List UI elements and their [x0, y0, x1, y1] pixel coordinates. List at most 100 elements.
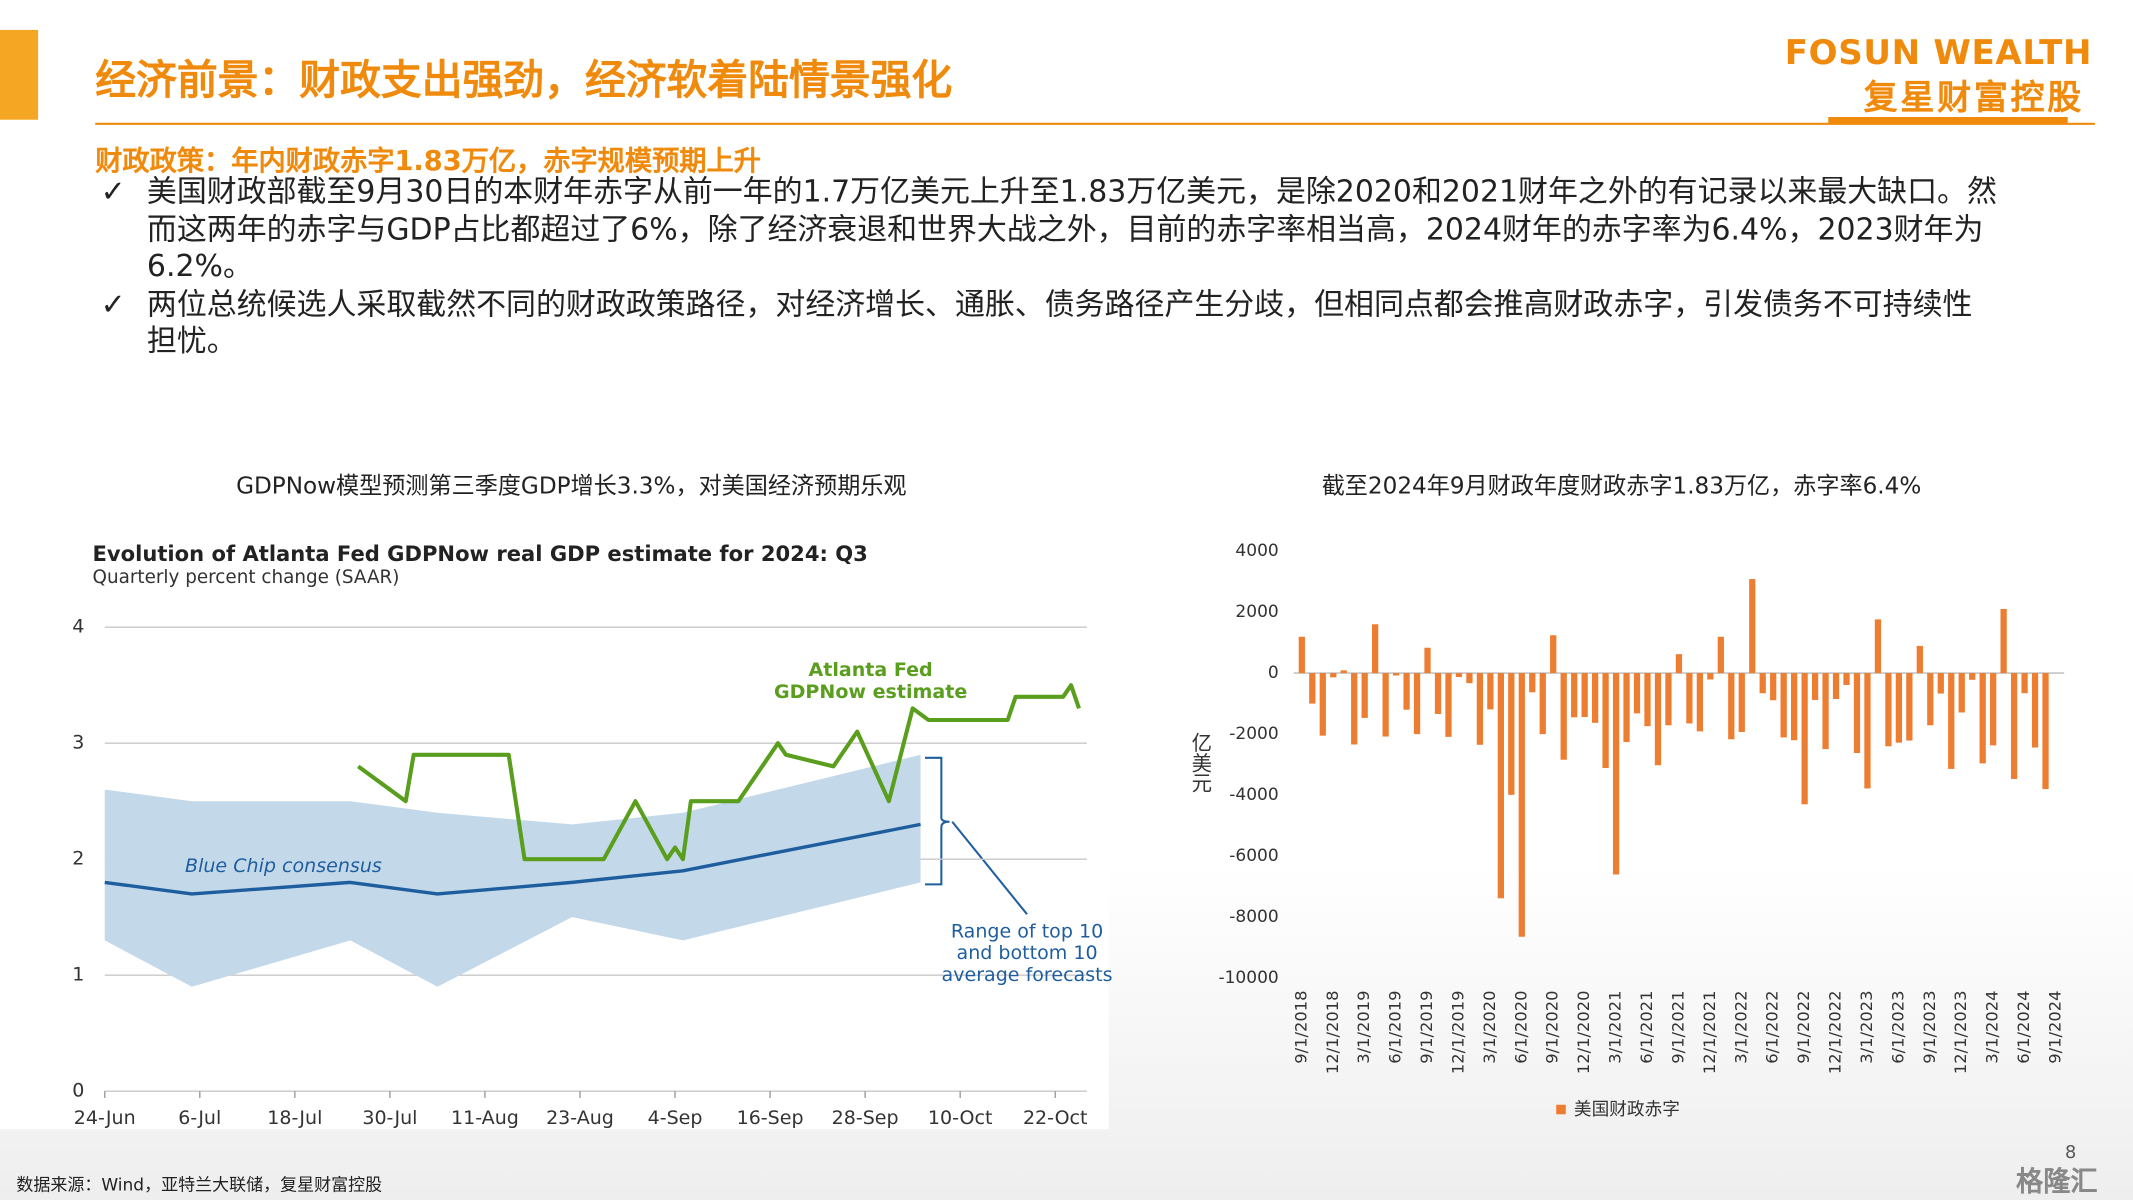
x-tick-label: 3/1/2024	[1983, 990, 2002, 1063]
logo-underline	[1828, 117, 2068, 124]
bar	[1969, 673, 1976, 680]
x-tick-label: 3/1/2020	[1480, 990, 1499, 1063]
bar	[1780, 673, 1787, 738]
bar	[1832, 673, 1840, 700]
bar	[1476, 673, 1484, 745]
bar	[1539, 673, 1546, 735]
bar	[1937, 673, 1944, 694]
bar	[1958, 673, 1965, 713]
bar	[1518, 673, 1525, 937]
bar	[1717, 636, 1724, 674]
bar	[1843, 673, 1850, 685]
bar	[1330, 673, 1337, 678]
y-tick-label: 4000	[1235, 541, 1278, 561]
bar	[1351, 673, 1358, 745]
bar	[1560, 673, 1567, 760]
x-tick-label: 9/1/2019	[1417, 990, 1436, 1063]
bar	[1403, 673, 1410, 710]
x-tick-label: 12/1/2022	[1826, 990, 1845, 1074]
y-tick-label: -6000	[1229, 846, 1278, 866]
range-band	[104, 754, 921, 987]
bar	[1340, 670, 1347, 674]
bar	[1948, 673, 1955, 769]
x-tick-label: 12/1/2021	[1700, 990, 1719, 1074]
bar	[1372, 624, 1379, 674]
x-tick-label: 3/1/2023	[1857, 990, 1876, 1063]
x-tick-label: 28-Sep	[832, 1107, 899, 1129]
y-tick-label: 4	[72, 616, 84, 638]
x-tick-label: 24-Jun	[74, 1107, 136, 1129]
x-tick-label: 9/1/2023	[1920, 990, 1939, 1063]
bar	[1612, 673, 1620, 875]
series-label: Atlanta Fed GDPNow estimate	[773, 659, 968, 704]
y-tick-label: 2000	[1235, 602, 1278, 622]
y-tick-label: 3	[72, 732, 84, 754]
x-tick-label: 9/1/2020	[1543, 990, 1562, 1063]
bar	[1822, 673, 1829, 750]
bar	[1728, 673, 1735, 740]
x-tick-label: 9/1/2022	[1794, 990, 1813, 1063]
y-tick-label: 2	[72, 848, 84, 870]
bar	[1309, 673, 1316, 704]
bar	[2010, 673, 2018, 779]
section-heading: 财政政策：年内财政赤字1.83万亿，赤字规模预期上升	[95, 144, 761, 177]
x-tick-label: 12/1/2018	[1323, 990, 1342, 1074]
source-note: 数据来源：Wind，亚特兰大联储，复星财富控股	[16, 1174, 383, 1195]
x-tick-label: 12/1/2020	[1574, 990, 1593, 1074]
x-tick-label: 4-Sep	[648, 1107, 703, 1129]
x-tick-label: 3/1/2019	[1354, 990, 1373, 1063]
bar	[2021, 673, 2028, 694]
bar	[1497, 673, 1504, 899]
bar	[1623, 673, 1630, 743]
bar	[1508, 673, 1515, 795]
x-tick-label: 9/1/2021	[1668, 990, 1687, 1063]
bar	[1434, 673, 1442, 714]
accent-bar	[0, 29, 39, 120]
bar	[1738, 673, 1745, 732]
bar	[1445, 673, 1452, 737]
x-tick-label: 11-Aug	[451, 1107, 519, 1129]
bar	[1811, 673, 1819, 700]
band-label: Range of top 10 and bottom 10 average fo…	[941, 921, 1113, 987]
bar	[1487, 673, 1494, 710]
x-tick-label: 6/1/2021	[1637, 990, 1656, 1063]
bullet: 美国财政部截至9月30日的本财年赤字从前一年的1.7万亿美元上升至1.83万亿美…	[95, 174, 1999, 286]
logo-cn: 复星财富控股	[1863, 77, 2085, 118]
x-tick-label: 12/1/2023	[1951, 990, 1970, 1074]
x-tick-label: 9/1/2024	[2046, 990, 2065, 1063]
bar	[1361, 673, 1368, 718]
series-line	[104, 822, 921, 896]
x-tick-label: 6/1/2023	[1888, 990, 1907, 1063]
range-bracket	[925, 756, 950, 886]
bar	[1654, 673, 1662, 766]
bar	[1990, 673, 1997, 746]
bar	[1413, 673, 1421, 735]
bar	[1853, 673, 1861, 754]
y-axis-label: 亿美元	[1188, 732, 1212, 793]
chart-caption: GDPNow模型预测第三季度GDP增长3.3%，对美国经济预期乐观	[236, 474, 906, 500]
bar	[1675, 654, 1683, 674]
bar	[1874, 619, 1882, 674]
bar	[1644, 673, 1651, 727]
x-tick-label: 10-Oct	[928, 1107, 993, 1129]
bar	[1686, 673, 1693, 724]
bar	[2031, 673, 2039, 748]
legend-label: 美国财政赤字	[1574, 1099, 1680, 1120]
watermark: 格隆汇	[2016, 1164, 2098, 1198]
range-leader	[951, 821, 1028, 915]
bar	[1864, 673, 1871, 789]
bar	[2042, 673, 2049, 790]
bar	[1633, 673, 1641, 714]
x-tick-label: 6-Jul	[178, 1107, 221, 1129]
bar	[1927, 673, 1934, 726]
bar	[1916, 645, 1923, 674]
legend-swatch	[1556, 1104, 1566, 1115]
bar	[1529, 673, 1536, 693]
x-tick-label: 6/1/2019	[1386, 990, 1405, 1063]
bar	[1770, 673, 1777, 701]
bar	[1466, 673, 1473, 684]
y-tick-label: -2000	[1229, 724, 1278, 744]
bar	[1550, 635, 1557, 674]
